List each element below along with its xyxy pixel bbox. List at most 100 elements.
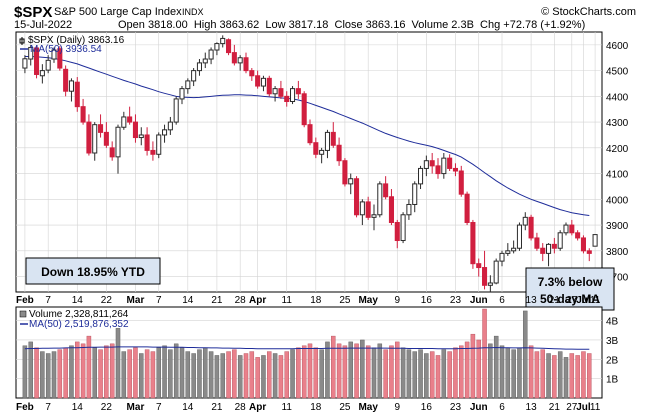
volume-date-label: 7 (156, 402, 162, 413)
volume-bar (290, 349, 295, 399)
candle (237, 55, 243, 71)
volume-bar (104, 345, 109, 399)
price-tick-label: 3900 (606, 221, 629, 232)
candle (476, 258, 482, 277)
price-legend: $SPX (Daily) 3863.16 MA(50) 3936.54 (19, 35, 125, 55)
candle (57, 46, 63, 71)
price-date-label: 23 (450, 295, 462, 306)
volume-bar (267, 351, 272, 399)
candle (28, 44, 34, 66)
volume-bar (301, 345, 307, 399)
volume-bar (214, 355, 220, 399)
candle (452, 163, 458, 177)
volume-legend: Volume 2,328,811,264 MA(50) 2,519,876,35… (19, 309, 129, 330)
candle (92, 122, 98, 161)
volume-tick-label: 3B (606, 336, 619, 347)
price-date-label: 27 (566, 295, 578, 306)
price-date-label: 28 (235, 295, 247, 306)
candle (324, 129, 330, 159)
volume-date-label: 14 (182, 402, 194, 413)
candle (394, 219, 400, 249)
candle (418, 165, 424, 190)
volume-bar (365, 345, 371, 399)
volume-bar (115, 328, 121, 399)
volume-bar (249, 351, 255, 399)
volume-bar (418, 349, 423, 399)
volume-ma-legend-label: MA(50) 2,519,876,352 (29, 319, 129, 330)
price-date-label: Apr (249, 295, 266, 306)
chart-date: 15-Jul-2022 (14, 19, 72, 31)
candle (34, 46, 40, 79)
candle-legend-icon (19, 37, 25, 45)
volume-date-label: 18 (310, 402, 322, 413)
price-tick-label: 3800 (606, 247, 629, 258)
price-date-label: Jun (470, 295, 488, 306)
volume-bar (51, 351, 57, 399)
volume-date-label: 16 (421, 402, 433, 413)
exchange-label: INDX (182, 7, 204, 17)
candle (109, 141, 115, 161)
price-date-label: Jul (576, 295, 591, 306)
candle (551, 237, 557, 254)
volume-date-label: 7 (45, 402, 51, 413)
volume-bar (313, 347, 319, 399)
candle (103, 122, 109, 148)
below-ma-label-line2: 50-day MA (540, 292, 600, 306)
candle (295, 80, 301, 99)
candle (86, 114, 92, 156)
volume-bar (331, 335, 336, 399)
candle (74, 77, 80, 112)
candle (563, 222, 569, 236)
volume-bar (173, 343, 179, 399)
volume-bar (429, 351, 435, 399)
candle (191, 68, 197, 87)
volume-tick-label: 4B (606, 317, 619, 328)
volume-date-label: 11 (282, 402, 293, 413)
volume-bar (493, 335, 499, 399)
volume-date-label: 28 (235, 402, 247, 413)
price-tick-label: 3700 (606, 273, 629, 284)
candle (68, 78, 74, 102)
ytd-box (25, 257, 161, 285)
ma-legend-label: MA(50) 3936.54 (30, 44, 102, 55)
volume-bar (34, 347, 39, 399)
candle (307, 119, 313, 146)
candle (493, 258, 499, 285)
candle (255, 70, 261, 89)
candle (319, 147, 325, 164)
volume-bar (354, 343, 359, 399)
candle (464, 191, 470, 226)
candle (348, 173, 354, 195)
volume-bar (511, 349, 516, 399)
volume-date-label: Apr (249, 402, 266, 413)
candle (592, 234, 598, 247)
volume-bar (476, 339, 481, 399)
candle (499, 250, 505, 267)
volume-bar (296, 347, 301, 399)
candle (505, 243, 511, 256)
candle (359, 199, 365, 226)
candle (138, 127, 144, 146)
volume-bar (243, 353, 249, 399)
index-name: S&P 500 Large Cap Index (54, 6, 182, 18)
volume-bar (552, 355, 557, 399)
price-tick-label: 4500 (606, 67, 629, 78)
volume-legend-label: Volume 2,328,811,264 (29, 309, 129, 320)
volume-bar (499, 345, 505, 399)
volume-bar (319, 349, 324, 399)
volume-bar (540, 349, 545, 399)
volume-bar (63, 347, 68, 399)
volume-bar (575, 355, 580, 399)
volume-bar (453, 347, 458, 399)
price-date-label: 14 (72, 295, 84, 306)
volume-bar (69, 345, 74, 399)
candle (429, 152, 435, 174)
volume-date-label: 6 (499, 402, 505, 413)
volume-bar (517, 347, 522, 399)
candle (260, 75, 266, 92)
candle (336, 137, 342, 166)
volume-bar (435, 355, 441, 399)
price-date-label: 21 (549, 295, 561, 306)
volume-bar (534, 351, 540, 399)
candle (284, 91, 290, 107)
